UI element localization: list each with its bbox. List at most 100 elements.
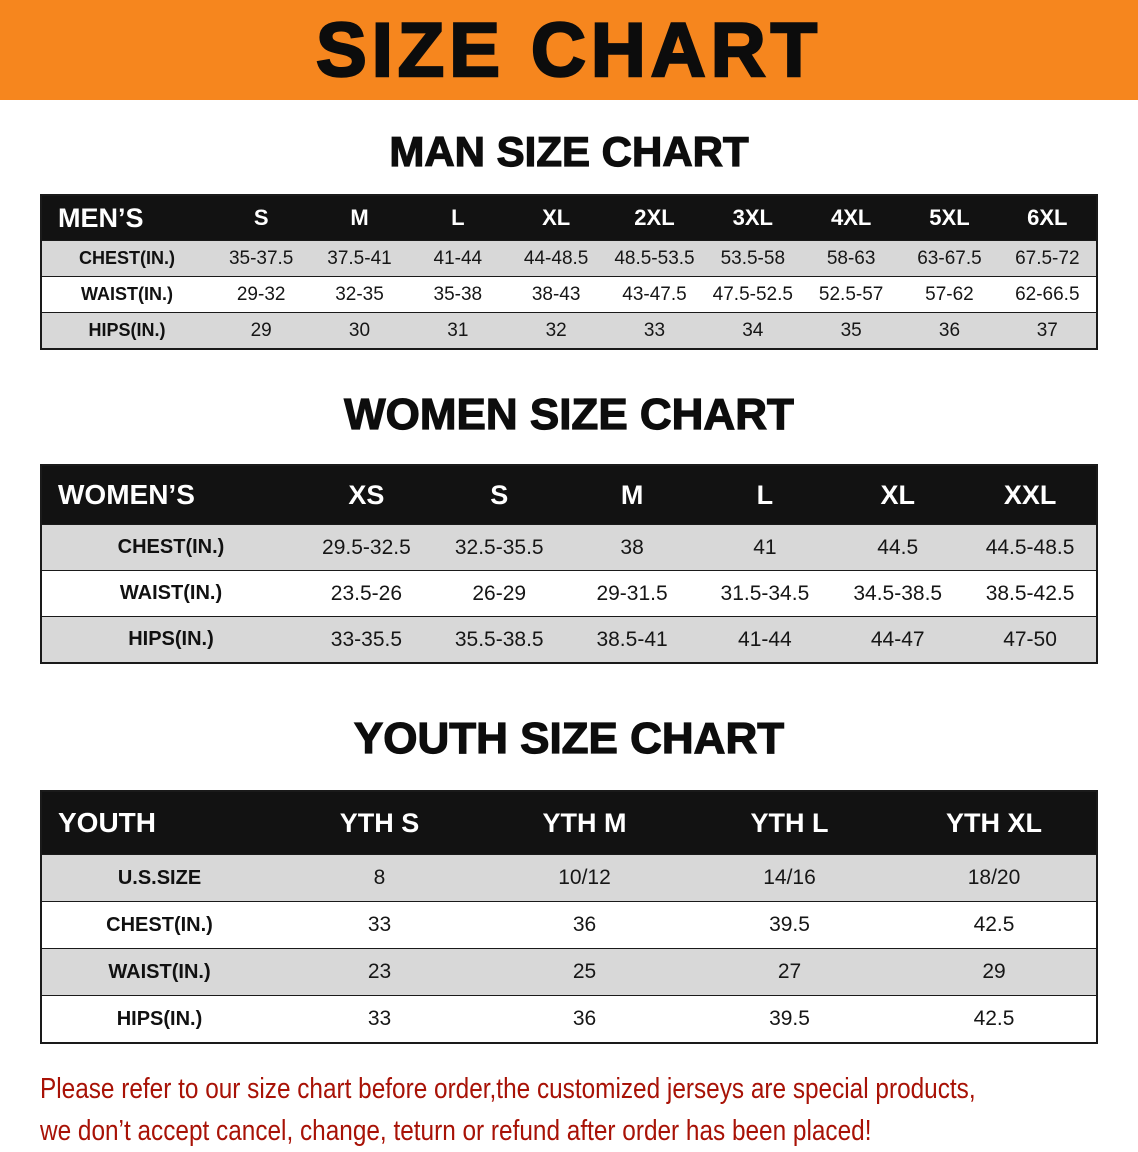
size-value: 23 <box>367 960 392 983</box>
size-value: 34.5-38.5 <box>853 581 943 605</box>
row-label: HIPS(IN.) <box>128 628 214 650</box>
size-column-header: M <box>310 195 409 241</box>
size-column-header: YTH M <box>482 791 687 855</box>
youth-size-table: YOUTH YTH S YTH M YTH L YTH XL U.S.SIZE 8 10/12… <box>40 790 1098 1044</box>
row-label: HIPS(IN.) <box>88 320 166 340</box>
size-value: 29-31.5 <box>596 581 668 605</box>
size-value: 35 <box>840 319 862 341</box>
row-label: CHEST(IN.) <box>106 913 213 936</box>
size-value: 31 <box>447 319 469 341</box>
size-column-header: 5XL <box>900 195 999 241</box>
row-label: HIPS(IN.) <box>116 1007 203 1030</box>
man-size-heading: MAN SIZE CHART <box>389 127 750 175</box>
size-column-header: YTH L <box>687 791 892 855</box>
size-value: 38.5-41 <box>596 627 668 651</box>
size-value: 18/20 <box>967 866 1021 889</box>
women-size-section: WOMEN SIZE CHART WOMEN’S XS S M L XL XXL CHEST(… <box>0 350 1138 664</box>
table-row: HIPS(IN.) 29 30 31 32 33 34 35 36 37 <box>41 312 1097 349</box>
size-value: 34 <box>742 319 764 341</box>
size-value: 36 <box>572 1007 597 1030</box>
size-value: 25 <box>572 960 597 983</box>
banner: SIZE CHART <box>0 0 1138 100</box>
size-value: 33 <box>643 319 666 341</box>
size-value: 57-62 <box>925 283 974 305</box>
size-value: 27 <box>777 960 802 983</box>
row-label: CHEST(IN.) <box>117 536 225 558</box>
size-column-header: L <box>408 195 507 241</box>
table-header-row: YOUTH YTH S YTH M YTH L YTH XL <box>41 791 1097 855</box>
page-title: SIZE CHART <box>315 6 822 94</box>
size-value: 42.5 <box>973 913 1015 936</box>
table-corner-label: YOUTH <box>41 791 277 855</box>
disclaimer: Please refer to our size chart before or… <box>40 1068 1138 1152</box>
size-column-header: S <box>212 195 311 241</box>
table-row: CHEST(IN.) 35-37.5 37.5-41 41-44 44-48.5 48.5… <box>41 240 1097 277</box>
row-label: CHEST(IN.) <box>79 248 175 268</box>
size-column-header: L <box>698 465 832 525</box>
size-column-header: M <box>565 465 699 525</box>
disclaimer-line-2: we don’t accept cancel, change, teturn o… <box>40 1115 872 1148</box>
size-column-header: 4XL <box>801 195 901 241</box>
size-value: 36 <box>938 319 961 341</box>
size-value: 36 <box>572 913 597 936</box>
row-label: U.S.SIZE <box>117 866 202 889</box>
size-value: 29 <box>250 319 272 341</box>
size-value: 58-63 <box>826 247 876 269</box>
man-size-table: MEN’S S M L XL 2XL 3XL 4XL 5XL 6XL CHEST(IN.) 35-37… <box>40 194 1098 350</box>
table-row: CHEST(IN.) 33 36 39.5 42.5 <box>41 901 1097 949</box>
size-value: 37.5-41 <box>327 247 392 269</box>
size-value: 38 <box>620 535 644 559</box>
size-value: 63-67.5 <box>917 247 982 269</box>
size-value: 38.5-42.5 <box>985 581 1075 605</box>
size-value: 29-32 <box>236 283 286 305</box>
size-value: 42.5 <box>973 1007 1015 1030</box>
women-size-heading: WOMEN SIZE CHART <box>344 389 795 439</box>
size-column-header: XS <box>300 465 433 525</box>
size-value: 35-38 <box>433 283 483 305</box>
size-value: 35-37.5 <box>228 247 294 269</box>
size-value: 47.5-52.5 <box>712 283 793 305</box>
size-value: 39.5 <box>769 1007 810 1030</box>
size-value: 41-44 <box>433 247 483 269</box>
size-value: 8 <box>373 866 386 889</box>
size-column-header: XL <box>506 195 606 241</box>
row-label: WAIST(IN.) <box>119 582 223 604</box>
size-value: 23.5-26 <box>330 581 403 605</box>
size-value: 32 <box>545 319 567 341</box>
youth-size-heading: YOUTH SIZE CHART <box>353 713 785 763</box>
size-column-header: 6XL <box>998 195 1097 241</box>
size-value: 44.5 <box>877 535 919 559</box>
size-value: 67.5-72 <box>1015 247 1080 269</box>
size-value: 44-47 <box>870 627 925 651</box>
size-value: 29.5-32.5 <box>322 535 411 559</box>
table-row: HIPS(IN.) 33-35.5 35.5-38.5 38.5-41 41-44 44-… <box>41 616 1097 663</box>
size-value: 29 <box>982 960 1006 983</box>
size-value: 41 <box>753 535 777 559</box>
size-value: 41-44 <box>738 627 792 651</box>
size-value: 43-47.5 <box>622 283 687 305</box>
size-value: 62-66.5 <box>1015 283 1080 305</box>
size-value: 44.5-48.5 <box>985 535 1075 559</box>
table-header-row: MEN’S S M L XL 2XL 3XL 4XL 5XL 6XL <box>41 195 1097 241</box>
size-value: 35.5-38.5 <box>454 627 544 651</box>
size-column-header: 2XL <box>605 195 704 241</box>
size-column-header: S <box>432 465 566 525</box>
size-value: 47-50 <box>1003 627 1057 651</box>
size-value: 31.5-34.5 <box>720 581 810 605</box>
size-value: 26-29 <box>472 581 527 605</box>
table-row: U.S.SIZE 8 10/12 14/16 18/20 <box>41 854 1097 902</box>
size-value: 39.5 <box>769 913 810 936</box>
size-value: 32-35 <box>335 283 384 305</box>
row-label: WAIST(IN.) <box>81 284 173 304</box>
size-value: 10/12 <box>558 866 611 889</box>
size-value: 33 <box>367 913 392 936</box>
row-label: WAIST(IN.) <box>108 960 211 983</box>
size-value: 37 <box>1036 319 1058 341</box>
disclaimer-line-1: Please refer to our size chart before or… <box>40 1073 976 1105</box>
table-row: WAIST(IN.) 29-32 32-35 35-38 38-43 43-47.5 47.… <box>41 276 1097 313</box>
size-value: 33 <box>367 1007 392 1030</box>
table-header-row: WOMEN’S XS S M L XL XXL <box>41 465 1097 525</box>
table-row: CHEST(IN.) 29.5-32.5 32.5-35.5 38 41 44.5 44.5… <box>41 524 1097 571</box>
size-column-header: XL <box>831 465 965 525</box>
